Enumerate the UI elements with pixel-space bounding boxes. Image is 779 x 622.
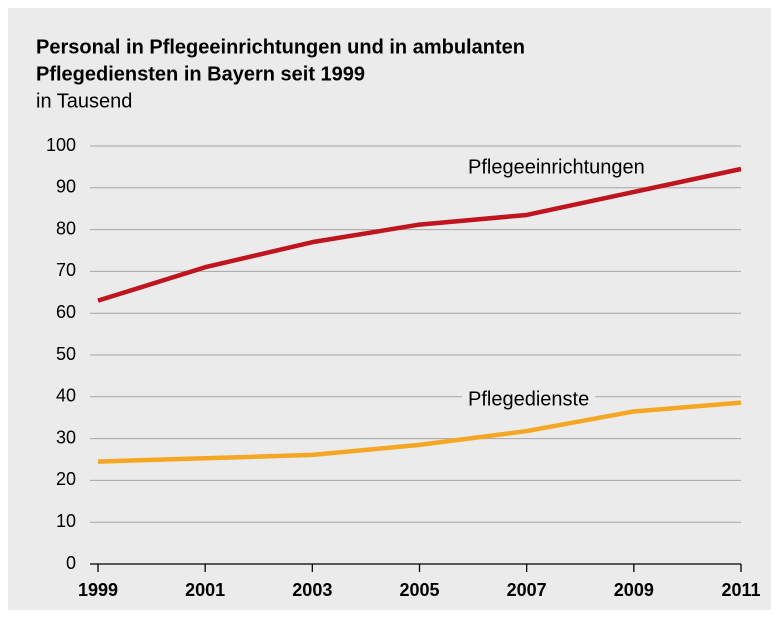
y-tick-label: 10 [56,511,76,531]
y-tick-label: 100 [46,135,76,155]
y-tick-label: 30 [56,427,76,447]
y-tick-label: 70 [56,260,76,280]
y-tick-label: 60 [56,302,76,322]
x-tick-label: 1999 [78,580,118,600]
series-line [97,400,742,464]
x-tick-label: 2003 [292,580,332,600]
x-tick-label: 2009 [614,580,654,600]
chart-title-line-1: Personal in Pflegeeinrichtungen und in a… [36,36,525,58]
y-tick-label: 20 [56,469,76,489]
x-tick-label: 2007 [507,580,547,600]
series-label-background [462,155,651,181]
series-label: Pflegedienste [468,388,589,410]
y-tick-label: 40 [56,386,76,406]
x-tick-label: 2001 [185,580,225,600]
y-tick-label: 0 [66,553,76,573]
series-line [97,166,742,303]
y-tick-label: 80 [56,218,76,238]
x-tick-label: 2011 [721,580,760,600]
series-label: Pflegeeinrichtungen [468,156,645,178]
series-label-background [462,387,596,413]
chart-title-line-2: Pflegediensten in Bayern seit 1999 [36,63,365,85]
chart-subtitle: in Tausend [36,90,132,112]
y-tick-label: 90 [56,177,76,197]
y-tick-label: 50 [56,344,76,364]
chart-background [8,8,771,610]
x-tick-label: 2005 [399,580,439,600]
